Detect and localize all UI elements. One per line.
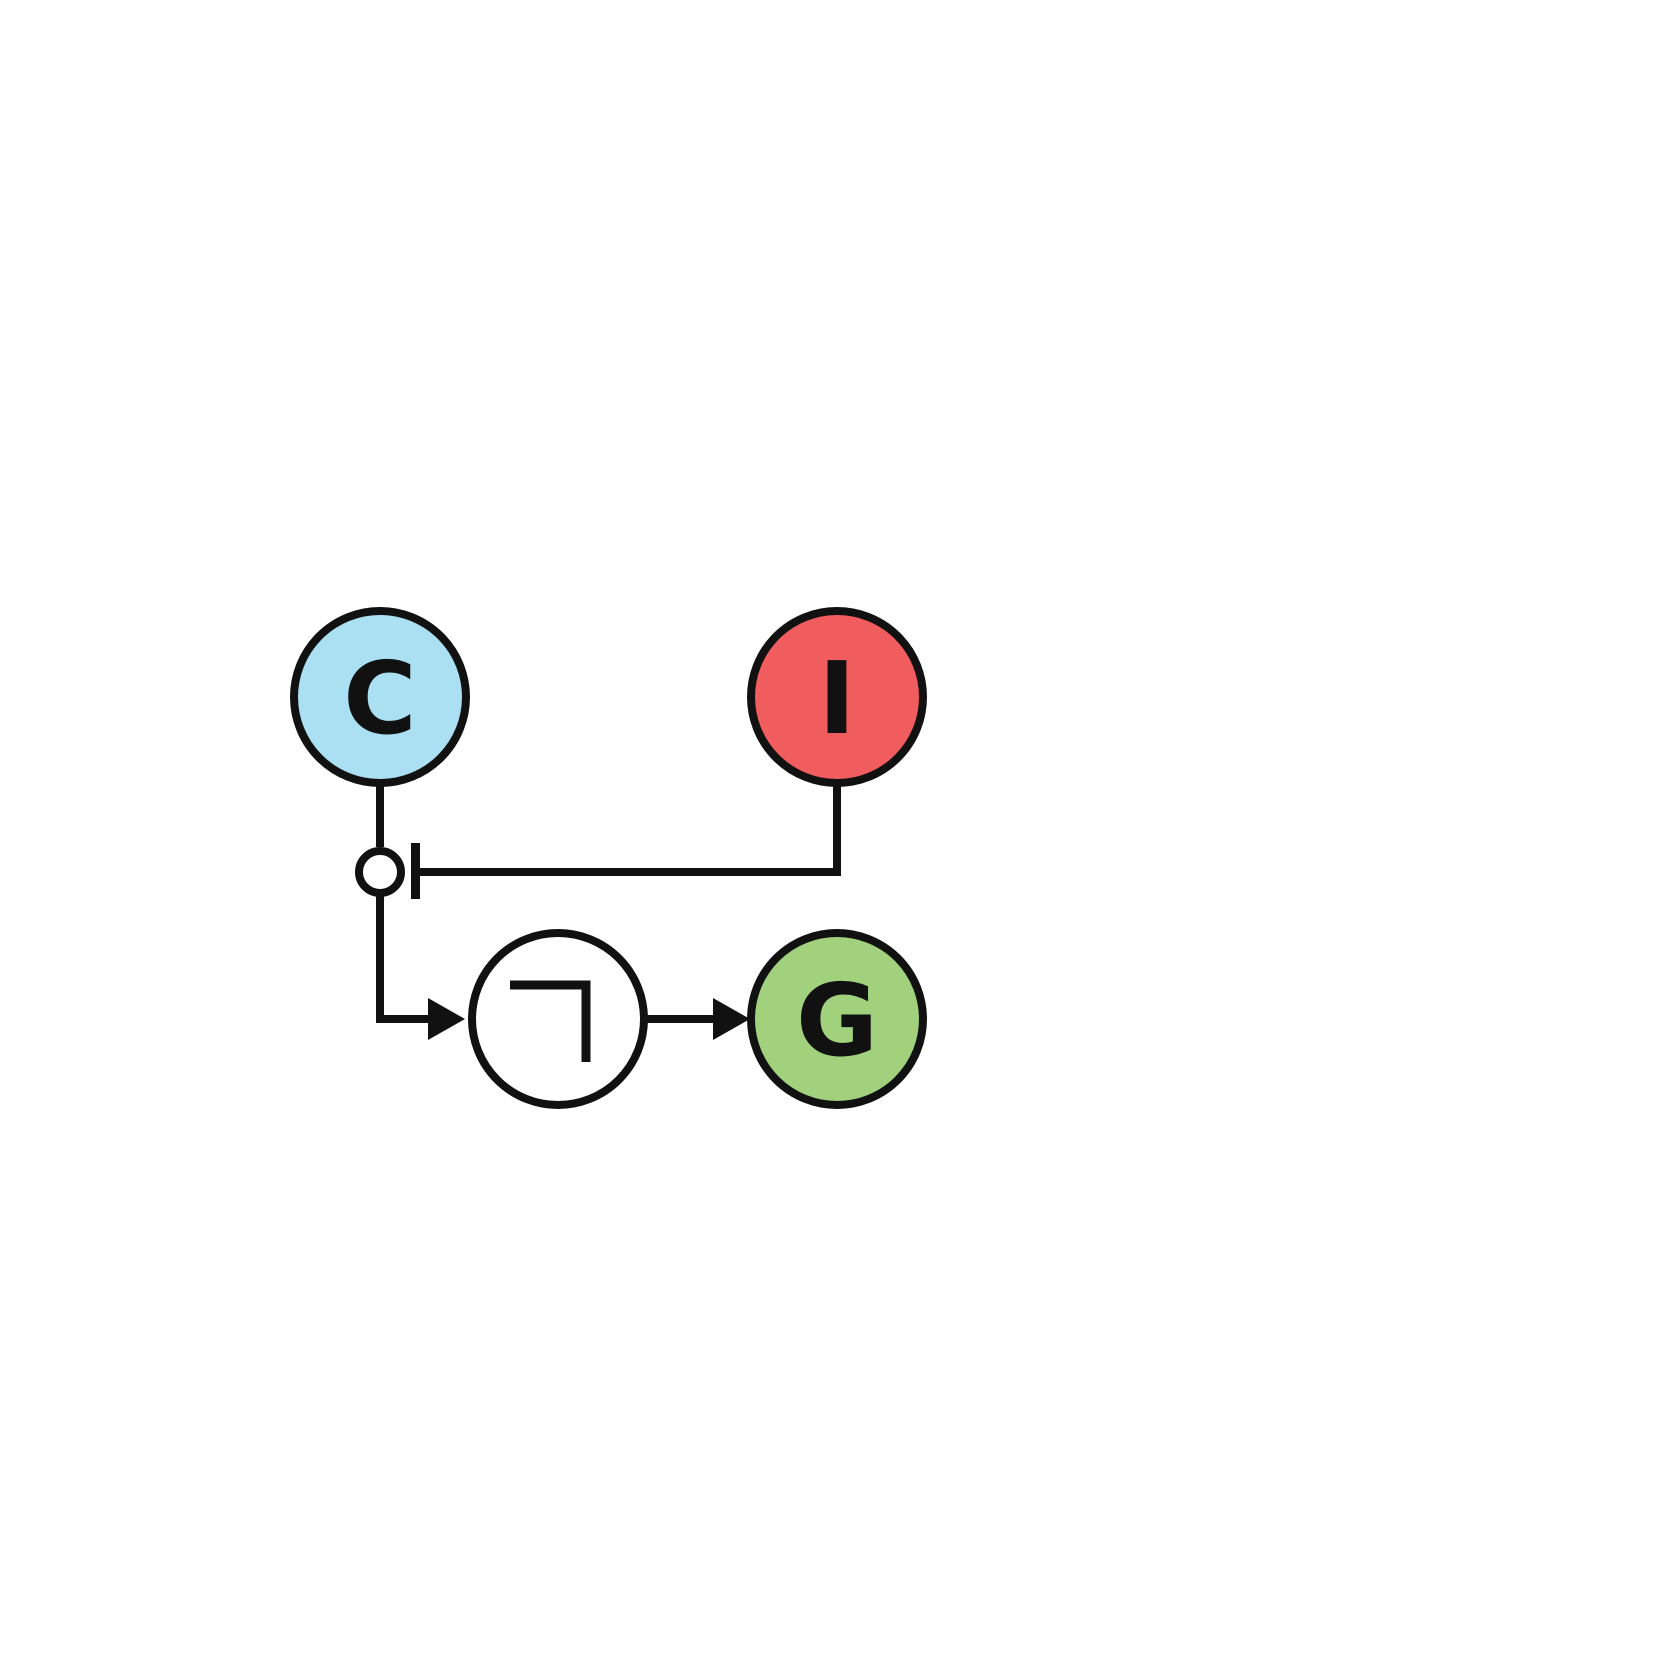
arrowhead-to-g: [713, 998, 750, 1040]
node-i: I: [747, 607, 927, 787]
node-i-label: I: [818, 640, 855, 757]
edge-junction-to-not: [376, 893, 430, 1023]
edge-i-to-junction: [415, 782, 841, 876]
inhibition-bar: [411, 843, 420, 899]
junction-node: [355, 847, 405, 897]
node-g: G: [747, 929, 927, 1109]
node-c-circle: [290, 607, 470, 787]
node-g-circle: [747, 929, 927, 1109]
node-c-label: C: [343, 640, 416, 757]
node-g-label: G: [796, 962, 878, 1079]
node-c: C: [290, 607, 470, 787]
node-not: [468, 929, 648, 1109]
arrowhead-to-not: [428, 998, 465, 1040]
node-not-circle: [468, 929, 648, 1109]
not-symbol: [510, 980, 591, 1062]
node-i-circle: [747, 607, 927, 787]
